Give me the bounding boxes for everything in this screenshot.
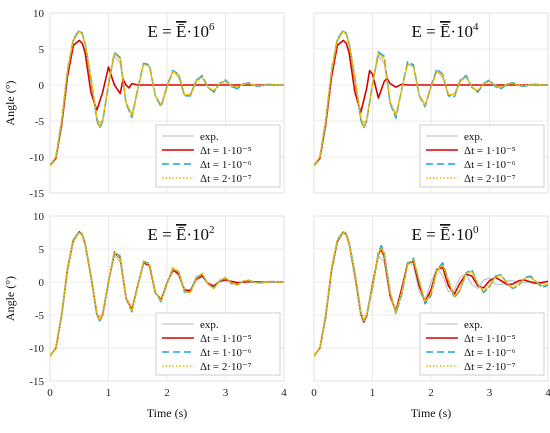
x-tick-label: 1 bbox=[106, 387, 112, 399]
y-tick-label: -15 bbox=[29, 188, 44, 200]
series-line-4 bbox=[314, 30, 548, 167]
series-line-4 bbox=[50, 231, 284, 357]
series-group bbox=[314, 29, 548, 167]
legend-label: Δt = 1·10⁻⁶ bbox=[200, 347, 252, 359]
x-tick-label: 2 bbox=[428, 387, 434, 399]
series-group bbox=[50, 29, 284, 167]
legend-label: Δt = 1·10⁻⁵ bbox=[464, 145, 516, 157]
legend: exp. Δt = 1·10⁻⁵ Δt = 1·10⁻⁶ Δt = 2·10⁻⁷ bbox=[419, 124, 545, 188]
x-tick-label: 3 bbox=[223, 387, 229, 399]
legend-box bbox=[155, 312, 281, 376]
series-line-4 bbox=[314, 231, 548, 357]
x-tick-label: 3 bbox=[487, 387, 493, 399]
y-tick-label: 10 bbox=[33, 211, 45, 223]
y-tick-label: -10 bbox=[29, 343, 44, 355]
chart-title: E = Ē·104 bbox=[411, 21, 479, 41]
legend-label: Δt = 2·10⁻⁷ bbox=[464, 361, 516, 373]
x-tick-label: 0 bbox=[311, 387, 317, 399]
y-tick-label: -5 bbox=[35, 310, 45, 322]
x-tick-label: 4 bbox=[281, 387, 287, 399]
chart-title: E = Ē·100 bbox=[411, 224, 479, 244]
chart-panel-2: E = Ē·104 exp. Δt = 1·10⁻⁵ Δt = 1·10⁻⁶ Δt = … bbox=[313, 12, 549, 194]
series-group bbox=[314, 230, 548, 357]
legend-label: Δt = 1·10⁻⁵ bbox=[464, 333, 516, 345]
x-tick-label: 0 bbox=[47, 387, 53, 399]
legend: exp. Δt = 1·10⁻⁵ Δt = 1·10⁻⁶ Δt = 2·10⁻⁷ bbox=[155, 124, 281, 188]
y-axis-label: Angle (°) bbox=[3, 80, 17, 125]
x-tick-label: 4 bbox=[545, 387, 550, 399]
series-line-4 bbox=[50, 30, 284, 167]
chart-title: E = Ē·106 bbox=[147, 21, 215, 41]
legend: exp. Δt = 1·10⁻⁵ Δt = 1·10⁻⁶ Δt = 2·10⁻⁷ bbox=[155, 312, 281, 376]
y-tick-label: 0 bbox=[39, 277, 45, 289]
chart-panel-1: -15 -10 -5 0 5 10 E = Ē·106 exp. Δt = 1·10⁻⁵ Δt =… bbox=[3, 8, 285, 200]
legend-label: Δt = 1·10⁻⁶ bbox=[200, 159, 252, 171]
legend-box bbox=[155, 124, 281, 188]
y-tick-label: 10 bbox=[33, 8, 45, 20]
y-tick-label: 5 bbox=[39, 44, 45, 56]
legend-label: exp. bbox=[200, 319, 219, 331]
legend-label: Δt = 2·10⁻⁷ bbox=[200, 173, 252, 185]
legend: exp. Δt = 1·10⁻⁵ Δt = 1·10⁻⁶ Δt = 2·10⁻⁷ bbox=[419, 312, 545, 376]
y-tick-label: -15 bbox=[29, 376, 44, 388]
legend-label: exp. bbox=[200, 131, 219, 143]
legend-label: Δt = 1·10⁻⁵ bbox=[200, 145, 252, 157]
x-tick-label: 1 bbox=[370, 387, 376, 399]
x-tick-label: 2 bbox=[164, 387, 170, 399]
x-axis-label: Time (s) bbox=[411, 406, 452, 420]
y-tick-label: -10 bbox=[29, 152, 44, 164]
series-line-2 bbox=[314, 39, 548, 167]
legend-label: Δt = 1·10⁻⁶ bbox=[464, 347, 516, 359]
series-group bbox=[50, 231, 284, 357]
legend-label: Δt = 1·10⁻⁵ bbox=[200, 333, 252, 345]
legend-label: Δt = 2·10⁻⁷ bbox=[464, 173, 516, 185]
legend-label: Δt = 2·10⁻⁷ bbox=[200, 361, 252, 373]
y-tick-label: -5 bbox=[35, 116, 45, 128]
x-axis-label: Time (s) bbox=[147, 406, 188, 420]
legend-box bbox=[419, 312, 545, 376]
y-tick-label: 5 bbox=[39, 244, 45, 256]
legend-box bbox=[419, 124, 545, 188]
chart-title: E = Ē·102 bbox=[147, 224, 214, 244]
legend-label: Δt = 1·10⁻⁶ bbox=[464, 159, 516, 171]
chart-panel-4: 0 1 2 3 4 E = Ē·100 exp. Δt = 1·10⁻⁵ Δt = 1·10⁻⁶… bbox=[311, 215, 550, 420]
legend-label: exp. bbox=[464, 319, 483, 331]
y-tick-label: 0 bbox=[39, 80, 45, 92]
chart-panel-3: -15 -10 -5 0 5 10 0 1 2 3 4 E = Ē·102 exp. Δt = 1·10⁻… bbox=[3, 211, 287, 420]
y-axis-label: Angle (°) bbox=[3, 276, 17, 321]
legend-label: exp. bbox=[464, 131, 483, 143]
series-line-2 bbox=[50, 39, 284, 167]
